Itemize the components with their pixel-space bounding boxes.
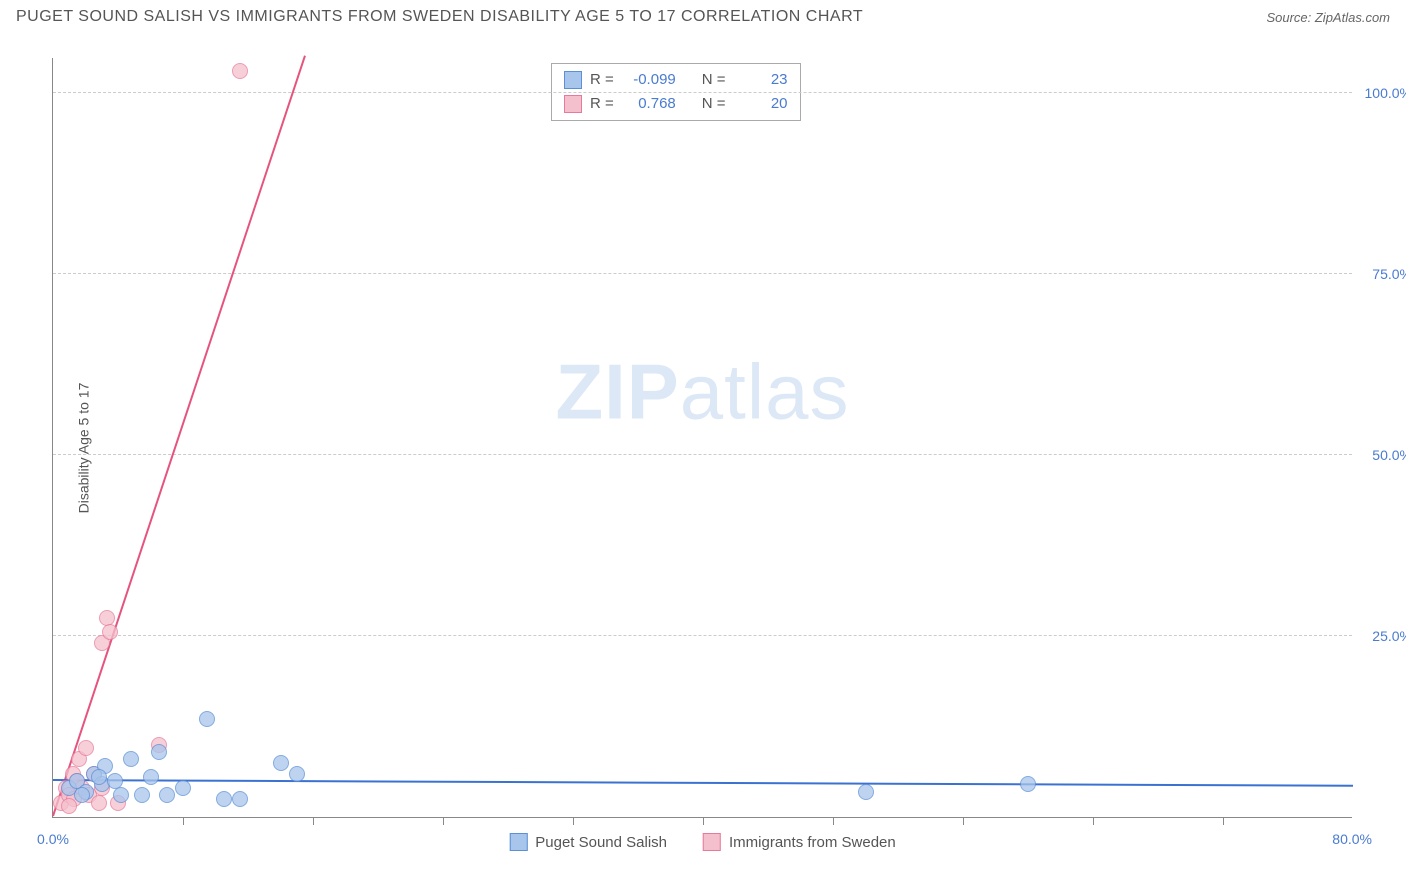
data-point-blue: [123, 751, 139, 767]
x-tick: [573, 817, 574, 825]
legend-label-blue: Puget Sound Salish: [535, 834, 667, 851]
data-point-blue: [216, 791, 232, 807]
gridline: [53, 273, 1352, 274]
bottom-legend: Puget Sound Salish Immigrants from Swede…: [509, 833, 896, 851]
stats-row-blue: R = -0.099 N = 23: [564, 68, 788, 92]
y-tick-label: 75.0%: [1372, 266, 1406, 282]
chart-title: PUGET SOUND SALISH VS IMMIGRANTS FROM SW…: [16, 8, 863, 26]
x-tick: [1223, 817, 1224, 825]
gridline: [53, 92, 1352, 93]
swatch-blue: [564, 71, 582, 89]
data-point-blue: [199, 711, 215, 727]
x-tick: [443, 817, 444, 825]
x-tick: [183, 817, 184, 825]
n-value-blue: 23: [734, 68, 788, 92]
data-point-blue: [289, 766, 305, 782]
data-point-blue: [273, 755, 289, 771]
gridline: [53, 454, 1352, 455]
r-value-blue: -0.099: [622, 68, 676, 92]
x-max-label: 80.0%: [1332, 831, 1372, 847]
r-label: R =: [590, 92, 614, 116]
data-point-blue: [113, 787, 129, 803]
r-label: R =: [590, 68, 614, 92]
data-point-pink: [61, 798, 77, 814]
data-point-blue: [134, 787, 150, 803]
y-tick-label: 50.0%: [1372, 447, 1406, 463]
r-value-pink: 0.768: [622, 92, 676, 116]
gridline: [53, 635, 1352, 636]
data-point-blue: [232, 791, 248, 807]
y-tick-label: 100.0%: [1365, 85, 1406, 101]
x-tick: [963, 817, 964, 825]
swatch-pink: [564, 95, 582, 113]
legend-item-pink: Immigrants from Sweden: [703, 833, 896, 851]
x-tick: [833, 817, 834, 825]
data-point-blue: [91, 769, 107, 785]
legend-item-blue: Puget Sound Salish: [509, 833, 667, 851]
x-tick: [1093, 817, 1094, 825]
data-point-blue: [74, 787, 90, 803]
data-point-blue: [175, 780, 191, 796]
n-label: N =: [702, 68, 726, 92]
n-value-pink: 20: [734, 92, 788, 116]
data-point-pink: [232, 63, 248, 79]
source-attribution: Source: ZipAtlas.com: [1266, 10, 1390, 25]
data-point-blue: [858, 784, 874, 800]
swatch-pink: [703, 833, 721, 851]
x-tick: [703, 817, 704, 825]
n-label: N =: [702, 92, 726, 116]
data-point-pink: [102, 624, 118, 640]
trend-line: [52, 56, 306, 817]
data-point-blue: [1020, 776, 1036, 792]
data-point-blue: [143, 769, 159, 785]
data-point-blue: [151, 744, 167, 760]
data-point-pink: [78, 740, 94, 756]
data-point-pink: [91, 795, 107, 811]
chart-container: Disability Age 5 to 17 ZIPatlas R = -0.0…: [46, 48, 1386, 848]
trend-line: [53, 779, 1353, 787]
x-tick: [313, 817, 314, 825]
plot-area: ZIPatlas R = -0.099 N = 23 R = 0.768 N =…: [52, 58, 1352, 818]
legend-label-pink: Immigrants from Sweden: [729, 834, 896, 851]
watermark: ZIPatlas: [555, 346, 849, 437]
swatch-blue: [509, 833, 527, 851]
stats-row-pink: R = 0.768 N = 20: [564, 92, 788, 116]
data-point-pink: [99, 610, 115, 626]
data-point-blue: [159, 787, 175, 803]
x-min-label: 0.0%: [37, 831, 69, 847]
y-tick-label: 25.0%: [1372, 628, 1406, 644]
